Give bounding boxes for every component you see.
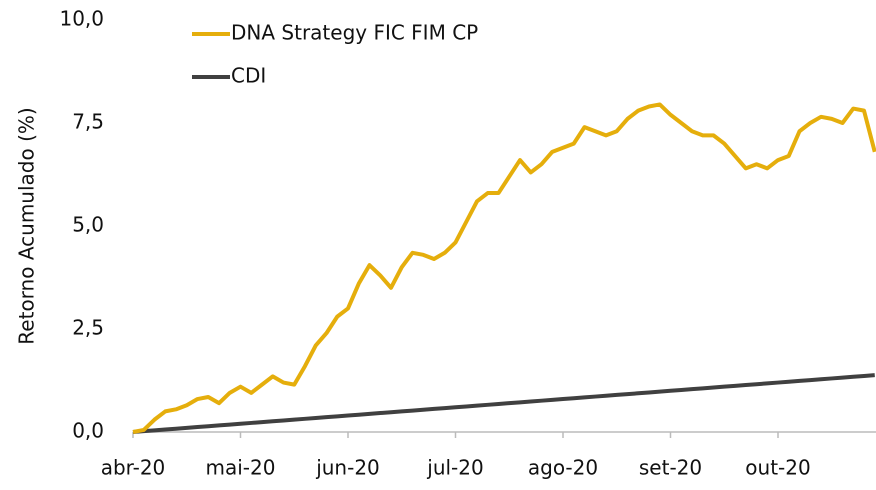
x-tick-label: jul-20 [426, 456, 483, 480]
x-tick-label: set-20 [639, 456, 702, 480]
series-line [132, 102, 876, 434]
y-tick-label: 5,0 [72, 213, 104, 237]
legend-label: DNA Strategy FIC FIM CP [231, 21, 478, 45]
y-axis-label: Retorno Acumulado (%) [15, 107, 39, 344]
x-tick-label: mai-20 [206, 456, 276, 480]
series-line [132, 373, 875, 434]
y-tick-label: 7,5 [72, 110, 104, 134]
x-tick-label: jun-20 [315, 456, 380, 480]
y-tick-label: 0,0 [72, 419, 104, 443]
x-tick-label: ago-20 [528, 456, 598, 480]
legend-label: CDI [231, 64, 266, 88]
x-tick-label: out-20 [745, 456, 810, 480]
y-tick-label: 10,0 [59, 7, 104, 31]
x-tick-label: abr-20 [101, 456, 166, 480]
y-tick-label: 2,5 [72, 316, 104, 340]
